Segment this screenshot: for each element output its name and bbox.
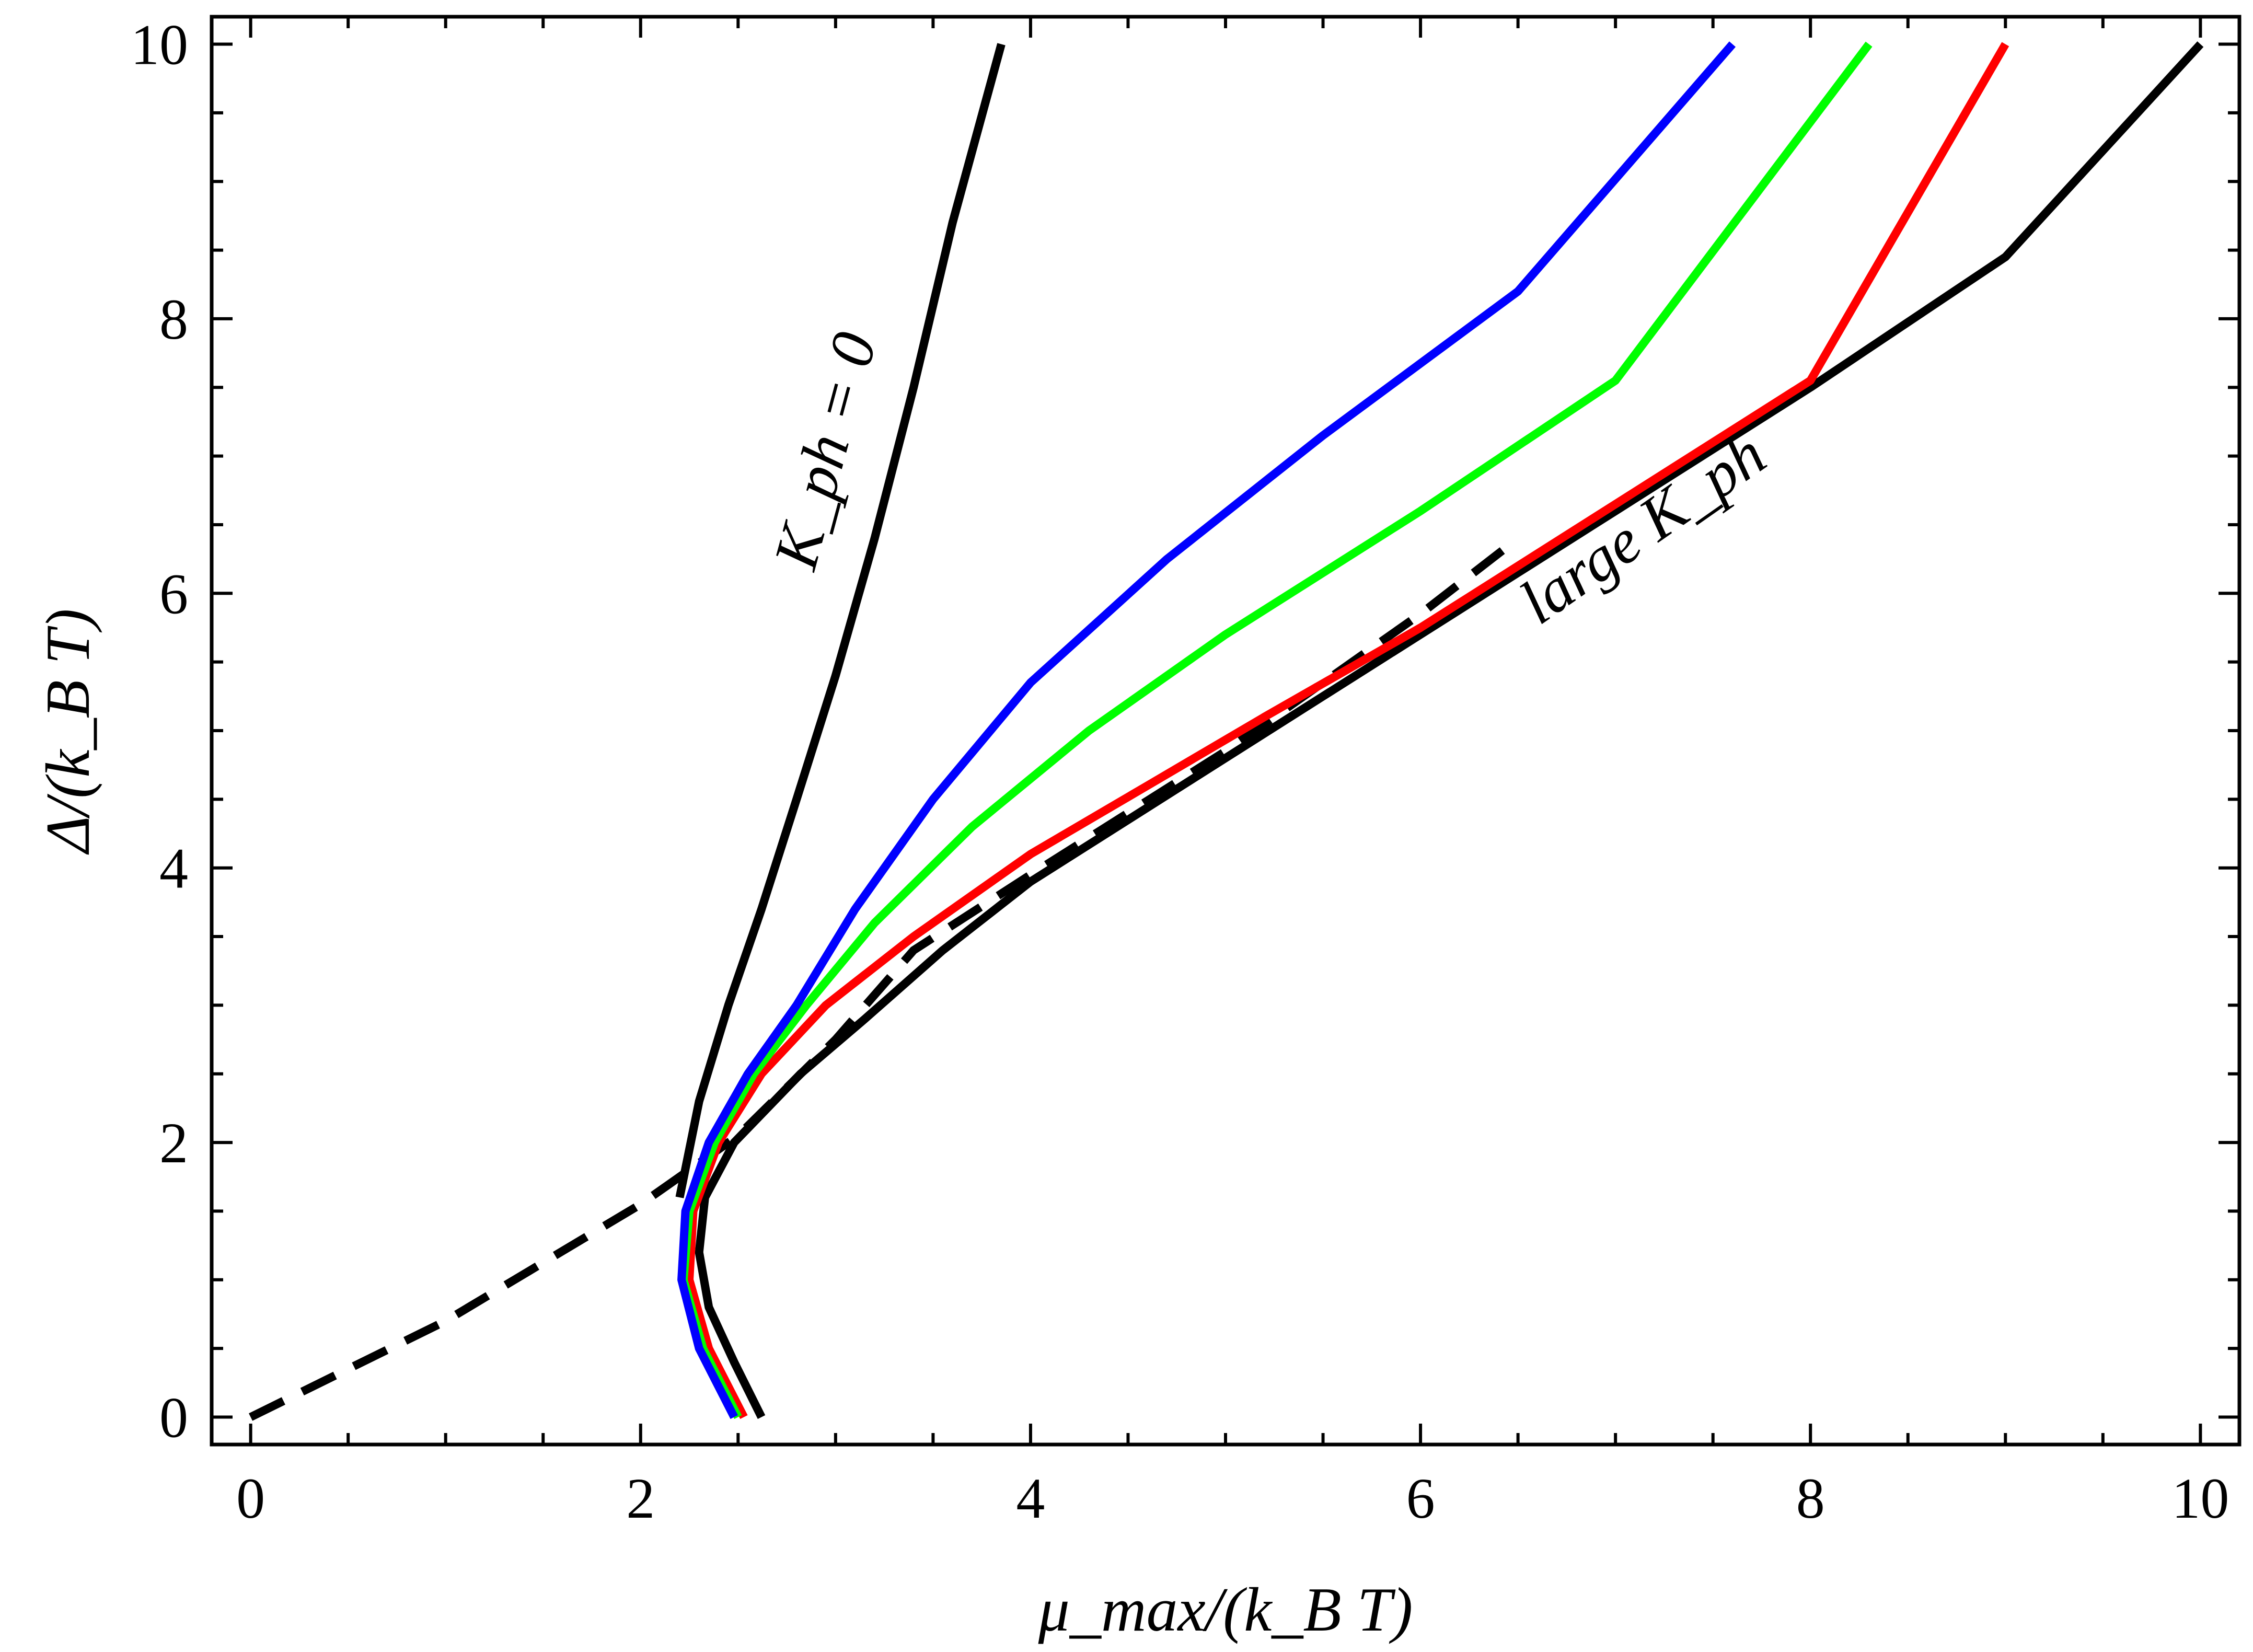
y-axis-label: Δ/(k_B T) <box>33 609 102 855</box>
y-tick-label: 2 <box>159 1111 188 1175</box>
series-line-2 <box>249 535 1521 1421</box>
x-axis-label: μ_max/(k_B T) <box>1038 1575 1413 1644</box>
y-tick-label: 8 <box>159 287 188 351</box>
x-tick-label: 2 <box>626 1466 655 1530</box>
y-tick-label: 6 <box>159 562 188 626</box>
series-line-6 <box>675 43 1006 1198</box>
x-tick-label: 10 <box>2171 1466 2229 1530</box>
x-tick-label: 4 <box>1016 1466 1045 1530</box>
x-tick-label: 0 <box>236 1466 265 1530</box>
y-tick-label: 10 <box>131 13 188 77</box>
axis-ticks <box>212 17 2239 1445</box>
series-line-1 <box>695 41 2204 1419</box>
x-tick-label: 8 <box>1796 1466 1825 1530</box>
annotation-2: large K_ph <box>1507 419 1778 637</box>
x-tick-label: 6 <box>1406 1466 1435 1530</box>
y-tick-label: 0 <box>159 1385 188 1449</box>
plot-marks <box>249 41 2204 1421</box>
y-tick-label: 4 <box>159 837 188 900</box>
series-line-5 <box>677 41 1736 1419</box>
plot-frame <box>210 15 2242 1447</box>
series-line-3 <box>685 42 2009 1419</box>
